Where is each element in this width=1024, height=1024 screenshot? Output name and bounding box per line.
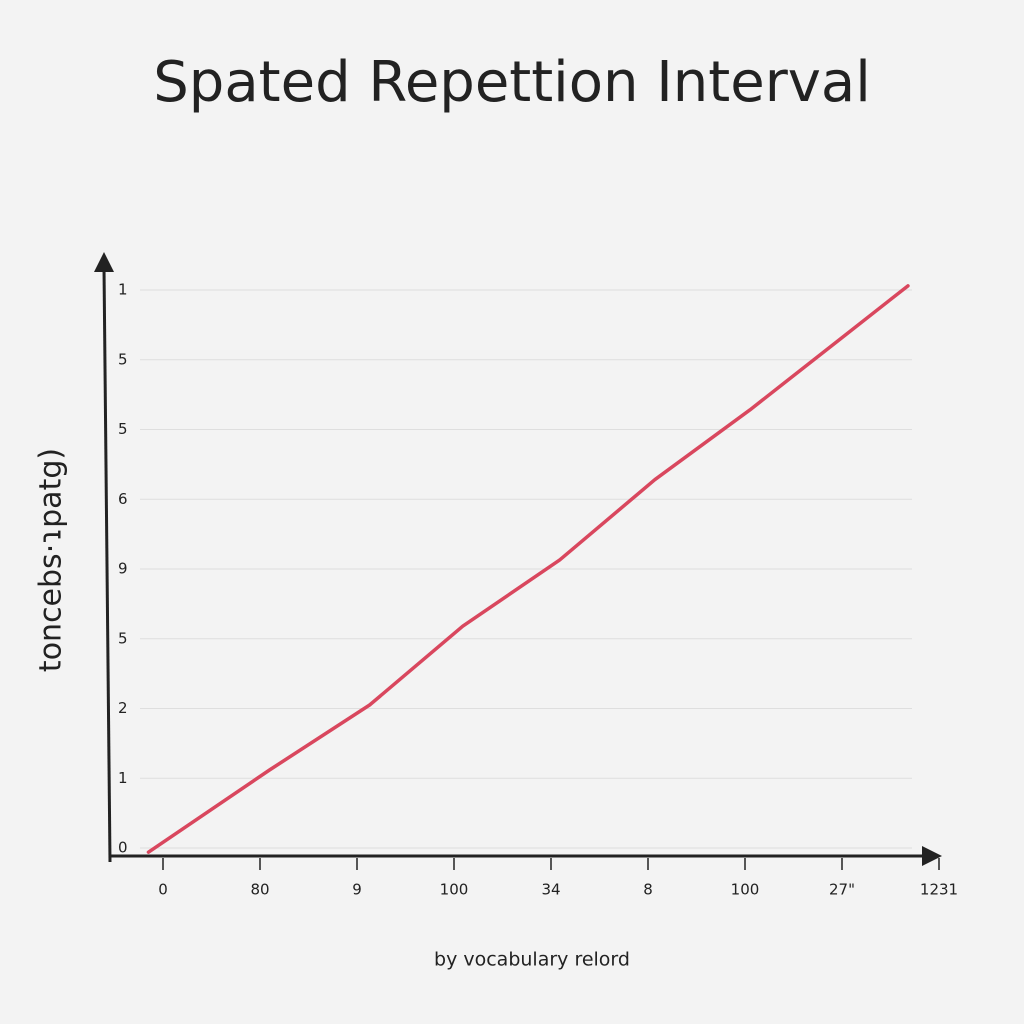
x-tick-label: 1231 xyxy=(920,881,958,899)
x-tick-label: 8 xyxy=(643,881,653,899)
y-axis-label: toncebs·ɿpatg) xyxy=(34,448,69,672)
y-tick-label: 9 xyxy=(118,560,128,578)
x-tick-label: 27" xyxy=(829,881,855,899)
x-tick-label: 100 xyxy=(731,881,760,899)
x-tick-label: 80 xyxy=(250,881,269,899)
x-tick-label: 9 xyxy=(352,881,362,899)
y-tick-label: 1 xyxy=(118,281,128,299)
y-tick-label: 5 xyxy=(118,420,128,438)
y-tick-label: 1 xyxy=(118,769,128,787)
y-tick-label: 2 xyxy=(118,699,128,717)
y-tick-label: 6 xyxy=(118,490,128,508)
chart-title: Spated Repettion Interval xyxy=(153,50,871,115)
x-tick-label: 100 xyxy=(440,881,469,899)
y-axis xyxy=(102,267,112,863)
y-tick-label: 5 xyxy=(118,629,128,647)
x-tick-label: 34 xyxy=(541,881,560,899)
x-axis-label: by vocabulary relord xyxy=(434,949,630,971)
x-tick-label: 0 xyxy=(158,881,168,899)
y-tick-label: 5 xyxy=(118,350,128,368)
y-tick-label: 0 xyxy=(118,839,128,857)
x-axis-arrow xyxy=(922,846,942,866)
y-axis-arrow xyxy=(94,252,114,272)
line xyxy=(146,284,910,854)
